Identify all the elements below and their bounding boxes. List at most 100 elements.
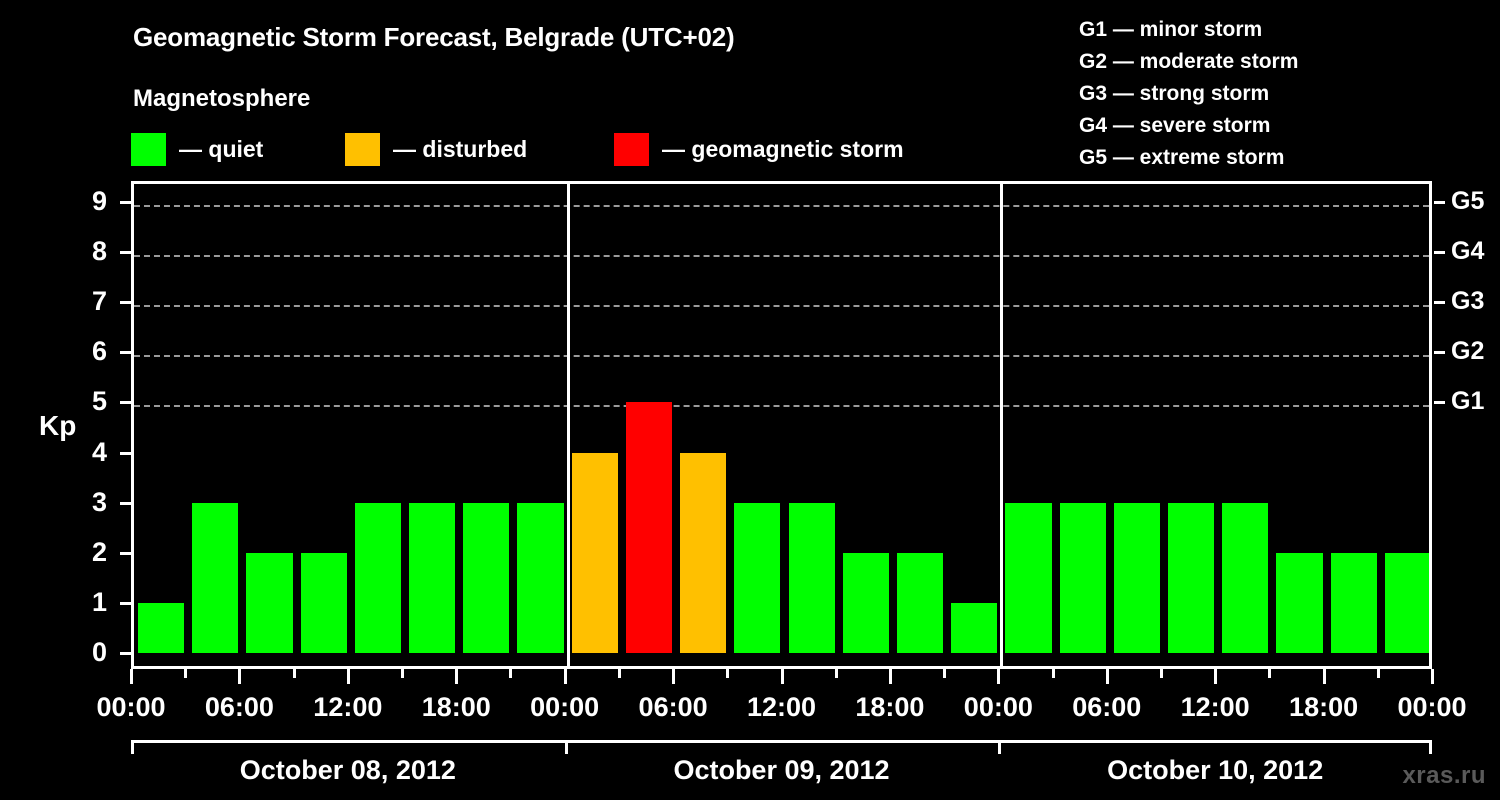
g-legend-row-5: G5 — extreme storm: [1079, 146, 1285, 169]
date-label: October 08, 2012: [239, 755, 456, 785]
gridline-kp-6: [134, 355, 1429, 358]
bar: [571, 452, 618, 653]
y-tick-mark-7: [120, 301, 131, 305]
bar: [1113, 502, 1160, 653]
x-tick-label: 12:00: [1180, 692, 1250, 722]
g-tick-label-G5: G5: [1451, 187, 1485, 215]
g-tick-label-G2: G2: [1451, 337, 1485, 366]
bar: [842, 552, 889, 653]
g-tick-mark-G3: [1434, 301, 1445, 305]
page-title: Geomagnetic Storm Forecast, Belgrade (UT…: [133, 22, 735, 52]
bar: [409, 502, 456, 653]
x-tick-minor: [1051, 669, 1055, 678]
g-legend-row-1: G1 — minor storm: [1079, 18, 1263, 41]
legend-swatch-quiet: [131, 132, 166, 166]
y-tick-label-9: 9: [91, 186, 107, 216]
x-tick-major: [888, 669, 892, 684]
bar: [300, 552, 347, 653]
date-band: [131, 740, 1432, 754]
x-tick-label: 12:00: [746, 692, 817, 722]
y-tick-mark-2: [120, 551, 131, 555]
x-tick-major: [672, 669, 676, 684]
y-tick-label-3: 3: [91, 486, 107, 517]
y-tick-label-6: 6: [91, 336, 107, 367]
legend-label-geomagnetic-storm: — geomagnetic storm: [662, 135, 904, 162]
gridline-kp-5: [134, 405, 1429, 408]
x-tick-minor: [943, 669, 947, 678]
x-tick-major: [997, 669, 1001, 684]
legend-label-disturbed: — disturbed: [393, 135, 528, 162]
date-band-cap-1: [564, 740, 568, 754]
g-tick-mark-G1: [1434, 401, 1445, 405]
x-tick-major: [346, 669, 350, 684]
bar: [896, 552, 944, 653]
g-scale-legend: G1 — minor storm G2 — moderate storm G3 — …: [1079, 14, 1298, 174]
x-tick-label: 00:00: [1397, 692, 1467, 722]
g-tick-label-G3: G3: [1451, 287, 1485, 316]
x-tick-label: 18:00: [421, 692, 491, 722]
x-tick-major: [1322, 669, 1326, 684]
legend-entry-geomagnetic-storm: — geomagnetic storm: [614, 131, 904, 167]
x-tick-label: 06:00: [204, 692, 274, 722]
bar: [354, 502, 402, 653]
legend-entry-quiet: — quiet: [131, 131, 263, 167]
y-tick-label-5: 5: [91, 386, 107, 417]
x-tick-minor: [726, 669, 730, 678]
y-tick-mark-5: [120, 401, 131, 405]
x-tick-major: [455, 669, 459, 684]
date-band-line: [131, 740, 1432, 743]
y-tick-mark-1: [120, 601, 131, 605]
g-legend-row-3: G3 — strong storm: [1079, 82, 1270, 105]
y-tick-mark-0: [120, 652, 131, 655]
x-tick-label: 06:00: [1072, 692, 1142, 722]
legend-swatch-disturbed: [345, 132, 380, 166]
y-tick-label-4: 4: [91, 436, 107, 467]
bar: [463, 502, 510, 653]
legend-swatch-geomagnetic-storm: [614, 132, 649, 166]
x-tick-major: [563, 669, 567, 684]
x-tick-minor: [1268, 669, 1272, 678]
bar: [1276, 552, 1323, 653]
g-legend-row-2: G2 — moderate storm: [1079, 50, 1299, 73]
bar: [734, 502, 781, 653]
x-tick-major: [780, 669, 784, 684]
legend-entry-disturbed: — disturbed: [345, 131, 527, 167]
g-tick-mark-G4: [1434, 251, 1445, 255]
x-tick-label: 00:00: [530, 692, 600, 722]
g-tick-mark-G2: [1434, 351, 1445, 355]
x-tick-major: [238, 669, 242, 684]
bar: [1330, 552, 1377, 653]
g-tick-label-G4: G4: [1451, 237, 1485, 266]
y-tick-mark-3: [120, 501, 131, 505]
y-tick-label-8: 8: [91, 236, 107, 267]
x-tick-minor: [1159, 669, 1163, 678]
y-tick-label-2: 2: [91, 536, 107, 567]
bar: [1005, 502, 1052, 653]
bar: [1167, 502, 1215, 653]
bar: [680, 452, 727, 653]
x-tick-minor: [401, 669, 405, 678]
bar: [517, 502, 564, 653]
x-tick-label: 18:00: [1289, 692, 1359, 722]
y-tick-label-7: 7: [91, 286, 107, 317]
bar: [138, 602, 185, 653]
gridline-kp-7: [134, 305, 1429, 308]
date-label: October 09, 2012: [673, 755, 890, 785]
bar: [192, 502, 239, 653]
x-tick-major: [130, 669, 133, 684]
y-tick-mark-8: [120, 251, 131, 255]
y-tick-mark-6: [120, 351, 131, 355]
bar: [1222, 502, 1269, 653]
date-band-cap-0: [131, 740, 134, 754]
plot-area: [131, 181, 1432, 668]
date-label: October 10, 2012: [1107, 755, 1324, 785]
x-axis-line: [131, 666, 1432, 669]
x-tick-label: 00:00: [96, 692, 166, 722]
x-tick-label: 18:00: [855, 692, 925, 722]
bar: [1384, 552, 1429, 653]
x-tick-minor: [509, 669, 513, 678]
plot-inner: [134, 184, 1429, 668]
y-tick-mark-4: [120, 451, 131, 455]
g-tick-label-G1: G1: [1451, 387, 1485, 416]
